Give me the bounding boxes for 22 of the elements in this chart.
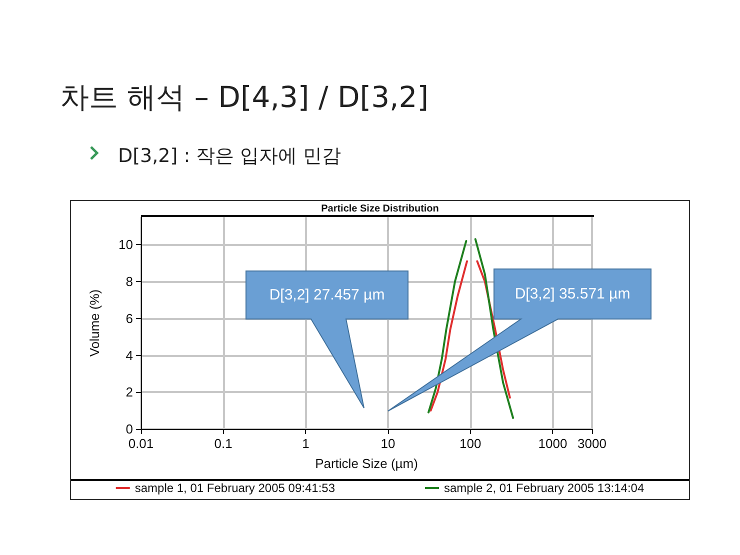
- x-axis-title: Particle Size (µm): [315, 456, 418, 471]
- y-tick-label: 8: [126, 274, 133, 290]
- text: Particle Size Distribution: [321, 204, 439, 214]
- annotation: D[3,2] 27.457 µm: [269, 286, 385, 304]
- chart-subtitle: D[3,2] : 작은 입자에 민감: [118, 144, 342, 169]
- y-tick-label: 2: [126, 384, 133, 400]
- y-tick-label: 6: [126, 310, 133, 326]
- y-tick-label: 10: [118, 237, 133, 252]
- legend-label: sample 1, 01 February 2005 09:41:53: [134, 481, 336, 495]
- x-tick-label: 0.01: [128, 436, 154, 451]
- annotation: D[3,2] 35.571 µm: [514, 286, 630, 302]
- legend-label: sample 2, 01 February 2005 13:14:04: [444, 481, 644, 495]
- x-tick-label: 10: [380, 436, 396, 451]
- x-tick-label: 1000: [538, 436, 568, 451]
- x-tick-label: 3000: [578, 436, 606, 451]
- y-tick-label: 0: [126, 422, 133, 436]
- x-tick-label: 100: [460, 436, 482, 451]
- y-axis-title: Volume (%): [87, 289, 102, 357]
- chart-title: 차트 해석 – D[4,3] / D[3,2]: [60, 79, 429, 116]
- x-tick-label: 1: [302, 436, 310, 451]
- x-tick-label: 0.1: [214, 436, 232, 451]
- y-tick-label: 4: [126, 348, 133, 363]
